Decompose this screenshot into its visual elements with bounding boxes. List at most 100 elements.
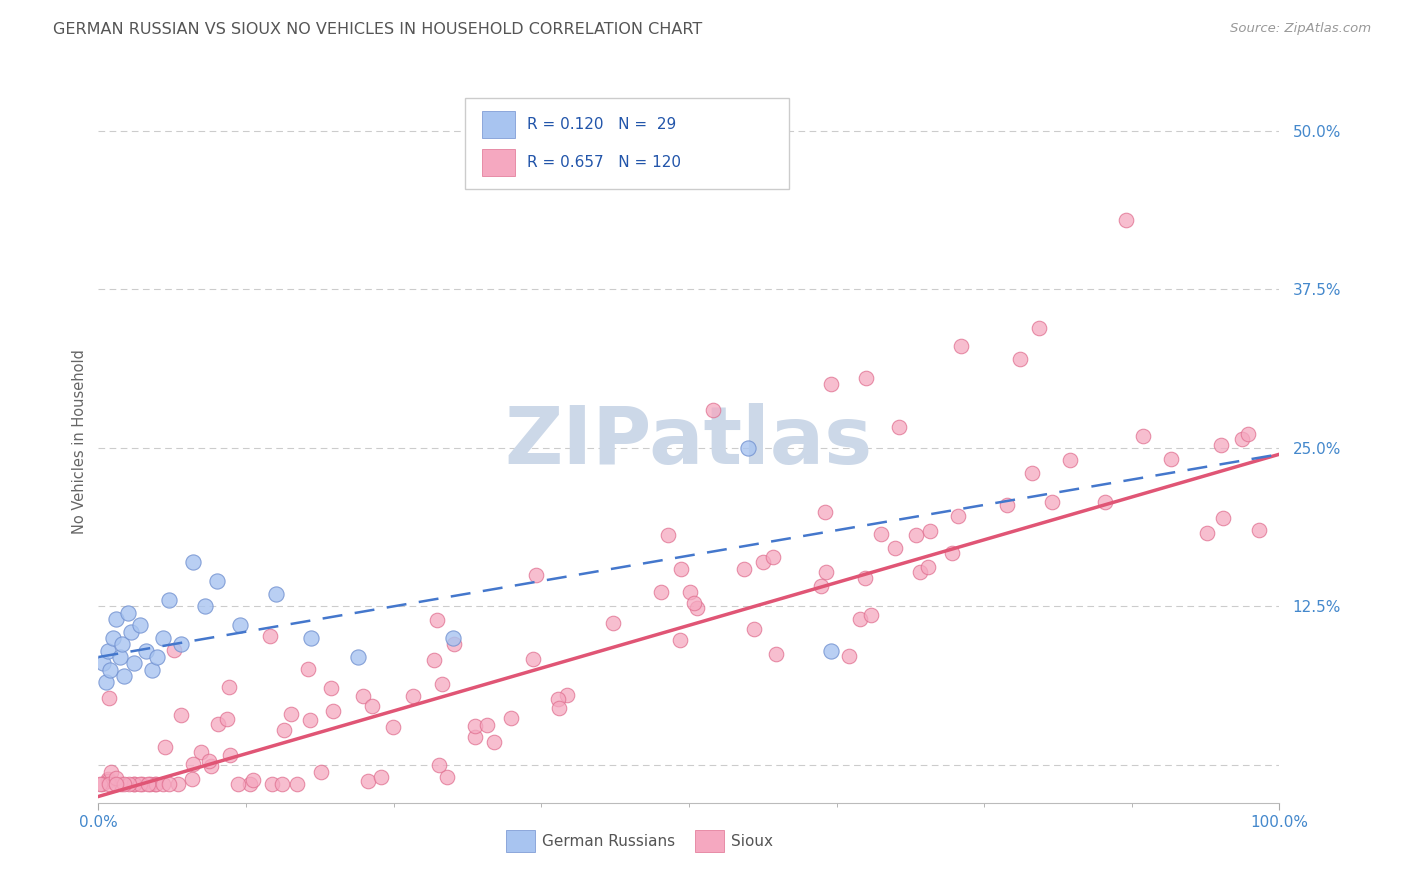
Point bbox=[669, 562, 692, 576]
Point bbox=[678, 585, 700, 599]
Point bbox=[112, 777, 135, 791]
Point bbox=[436, 770, 458, 784]
Point bbox=[98, 690, 121, 705]
FancyBboxPatch shape bbox=[464, 98, 789, 189]
Point bbox=[218, 748, 240, 763]
Point bbox=[190, 745, 212, 759]
Point bbox=[815, 565, 838, 579]
Point bbox=[949, 339, 972, 353]
Point bbox=[270, 777, 292, 791]
Point bbox=[820, 377, 842, 392]
Point bbox=[547, 701, 569, 715]
Point bbox=[322, 704, 344, 718]
FancyBboxPatch shape bbox=[695, 830, 724, 852]
Point bbox=[430, 676, 453, 690]
Y-axis label: No Vehicles in Household: No Vehicles in Household bbox=[72, 349, 87, 534]
Point bbox=[152, 777, 174, 791]
Point bbox=[97, 772, 120, 786]
Point bbox=[402, 689, 425, 703]
Point bbox=[464, 719, 486, 733]
Point bbox=[226, 777, 249, 791]
Text: R = 0.120   N =  29: R = 0.120 N = 29 bbox=[527, 117, 676, 132]
FancyBboxPatch shape bbox=[482, 111, 516, 138]
Point bbox=[157, 593, 180, 607]
Point bbox=[280, 707, 302, 722]
Point bbox=[1247, 523, 1270, 537]
Point bbox=[112, 669, 135, 683]
Point bbox=[181, 555, 204, 569]
Point bbox=[657, 528, 679, 542]
Point bbox=[426, 613, 449, 627]
Point bbox=[357, 773, 380, 788]
Point bbox=[108, 650, 131, 665]
Point bbox=[170, 707, 193, 722]
Point bbox=[229, 618, 252, 632]
Point bbox=[89, 777, 111, 791]
Point bbox=[737, 441, 759, 455]
Point bbox=[138, 777, 160, 791]
Point bbox=[207, 716, 229, 731]
Point bbox=[423, 652, 446, 666]
Point bbox=[1094, 494, 1116, 508]
Point bbox=[1132, 429, 1154, 443]
Point bbox=[820, 643, 842, 657]
Point bbox=[152, 631, 174, 645]
Point bbox=[848, 612, 870, 626]
Point bbox=[853, 571, 876, 585]
Point bbox=[163, 642, 186, 657]
Point bbox=[194, 599, 217, 614]
Point bbox=[183, 756, 205, 771]
Point bbox=[131, 777, 153, 791]
Point bbox=[117, 606, 139, 620]
Point bbox=[887, 419, 910, 434]
Point bbox=[242, 773, 264, 788]
Point bbox=[181, 772, 204, 786]
Point bbox=[91, 657, 114, 671]
Point bbox=[97, 773, 120, 788]
Point bbox=[1008, 352, 1031, 367]
Point bbox=[1028, 321, 1050, 335]
Point bbox=[650, 584, 672, 599]
Point bbox=[319, 681, 342, 695]
Point bbox=[1059, 453, 1081, 467]
FancyBboxPatch shape bbox=[506, 830, 536, 852]
Point bbox=[200, 758, 222, 772]
Point bbox=[484, 735, 506, 749]
Point bbox=[682, 596, 704, 610]
Point bbox=[264, 587, 287, 601]
Point bbox=[98, 663, 121, 677]
Point bbox=[170, 637, 193, 651]
Point bbox=[361, 698, 384, 713]
Point bbox=[810, 579, 832, 593]
Point bbox=[166, 777, 188, 791]
Point bbox=[1160, 452, 1182, 467]
Point bbox=[733, 562, 755, 576]
Point bbox=[299, 631, 322, 645]
Point bbox=[94, 675, 117, 690]
Point bbox=[157, 777, 180, 791]
Point bbox=[464, 730, 486, 744]
Point bbox=[90, 777, 112, 791]
Text: Source: ZipAtlas.com: Source: ZipAtlas.com bbox=[1230, 22, 1371, 36]
Point bbox=[838, 648, 860, 663]
FancyBboxPatch shape bbox=[482, 149, 516, 177]
Point bbox=[122, 777, 145, 791]
Point bbox=[475, 718, 498, 732]
Point bbox=[141, 663, 163, 677]
Point bbox=[814, 505, 837, 519]
Point bbox=[311, 764, 333, 779]
Point bbox=[352, 689, 374, 703]
Point bbox=[1197, 526, 1219, 541]
Point bbox=[136, 777, 159, 791]
Point bbox=[905, 528, 928, 542]
Point bbox=[259, 629, 281, 643]
Point bbox=[1212, 511, 1234, 525]
Point bbox=[860, 608, 883, 623]
Point bbox=[122, 777, 145, 791]
Point bbox=[205, 574, 228, 588]
Point bbox=[111, 637, 134, 651]
Point bbox=[765, 648, 787, 662]
Point bbox=[217, 712, 239, 726]
Point bbox=[297, 662, 319, 676]
Point bbox=[702, 402, 724, 417]
